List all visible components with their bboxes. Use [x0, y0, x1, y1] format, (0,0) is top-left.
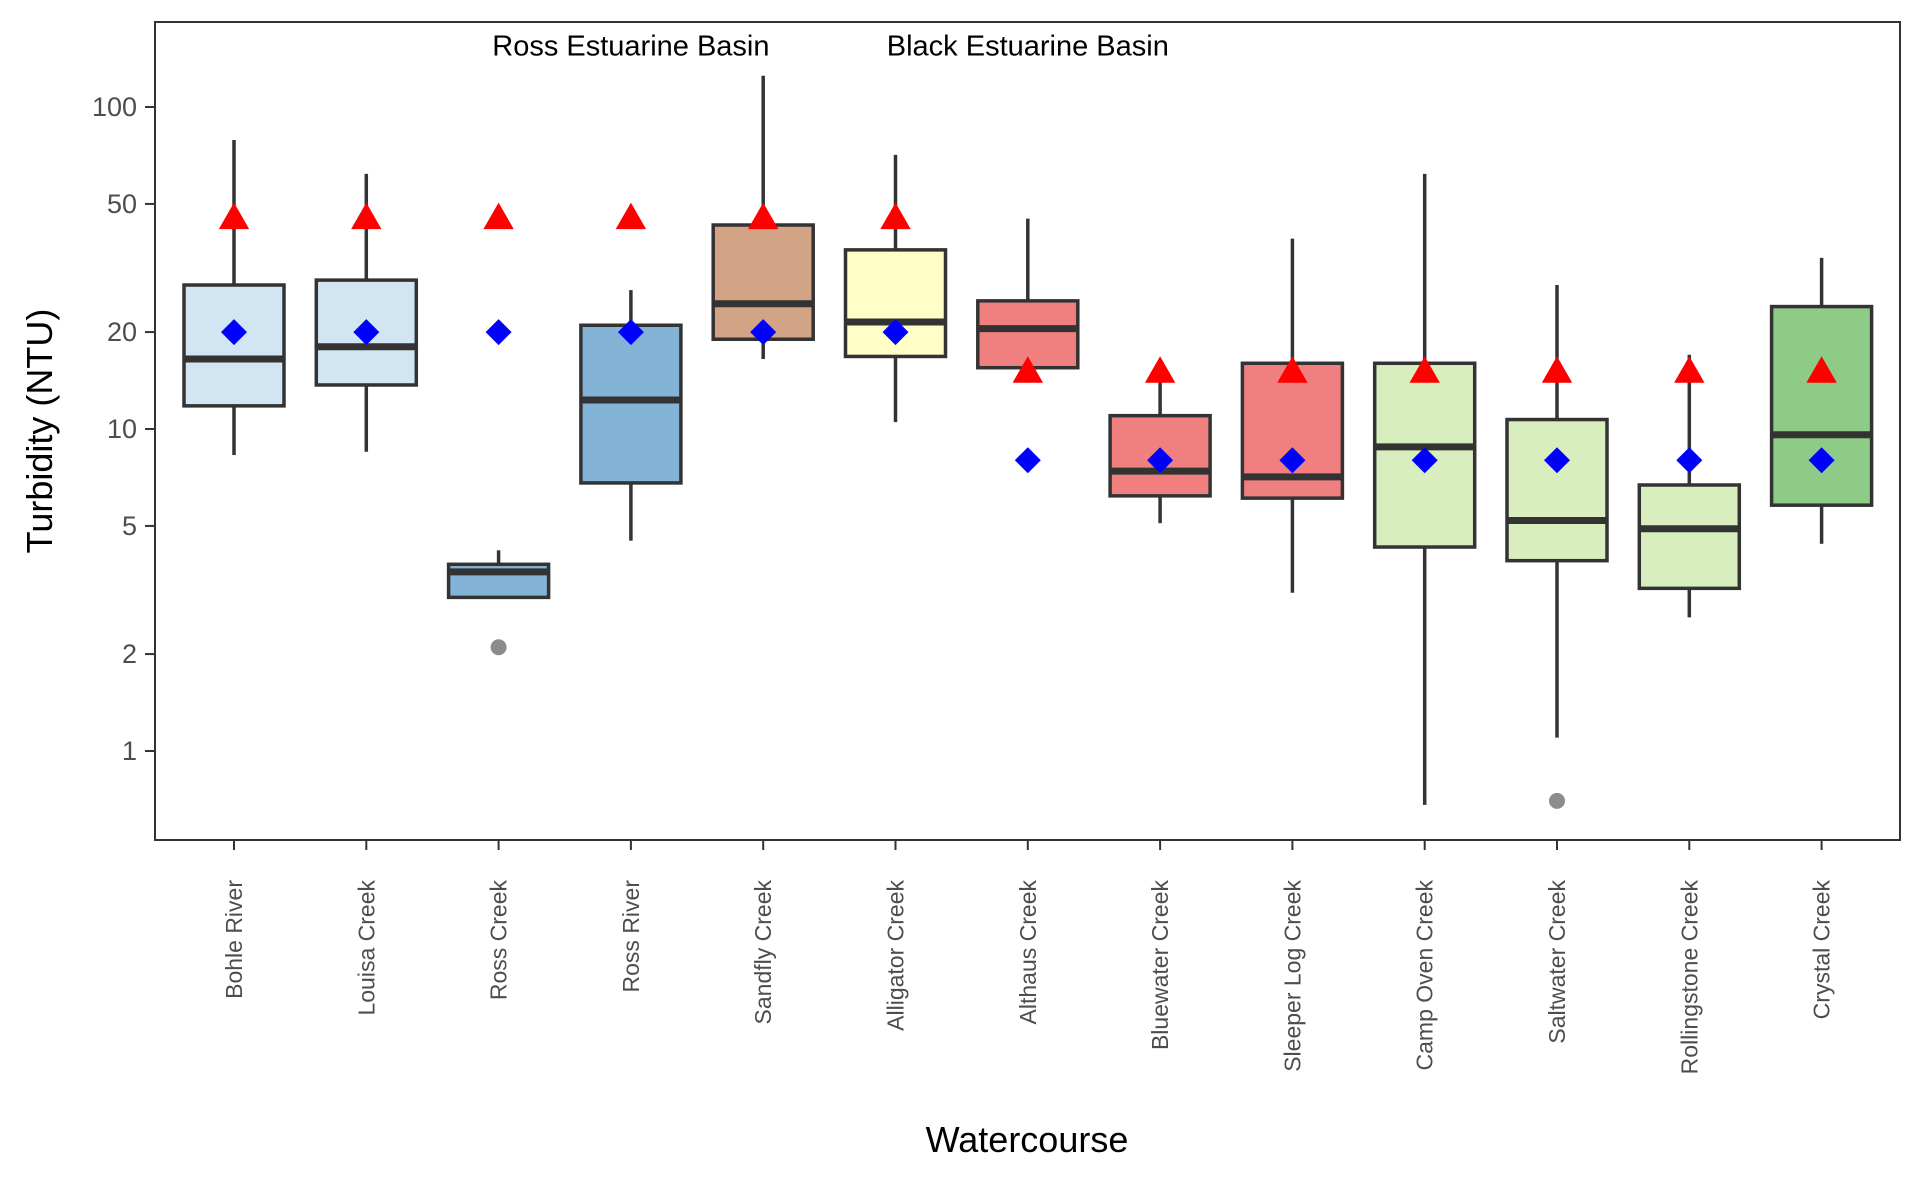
triangle-marker-bohle-river — [218, 202, 250, 230]
x-tick-label-ross-creek: Ross Creek — [486, 880, 512, 1001]
box-bluewater-creek — [1108, 413, 1212, 498]
x-tick-label-alligator-creek: Alligator Creek — [883, 880, 909, 1031]
x-tick-label-sleeper-log-creek: Sleeper Log Creek — [1279, 880, 1305, 1072]
diamond-marker-althaus-creek — [1014, 447, 1041, 474]
y-axis-title: Turbidity (NTU) — [19, 309, 60, 554]
diamond-marker-louisa-creek — [353, 319, 380, 346]
outlier-saltwater-creek-0 — [1549, 792, 1565, 809]
triangle-marker-bluewater-creek — [1144, 356, 1176, 383]
annotation-black-basin: Black Estuarine Basin — [887, 31, 1169, 63]
triangle-marker-althaus-creek — [1012, 356, 1043, 383]
diamond-marker-sandfly-creek — [750, 319, 777, 346]
box-bohle-river — [182, 283, 286, 408]
y-tick-label-20: 20 — [107, 317, 137, 347]
x-tick-label-camp-oven-creek: Camp Oven Creek — [1412, 880, 1438, 1071]
x-tick-label-bohle-river: Bohle River — [221, 880, 247, 999]
triangle-marker-crystal-creek — [1806, 356, 1837, 383]
box-rollingstone-creek — [1637, 483, 1742, 591]
diamond-marker-saltwater-creek — [1544, 447, 1570, 474]
y-tick-label-10: 10 — [107, 414, 137, 444]
x-tick-label-althaus-creek: Althaus Creek — [1015, 880, 1041, 1025]
diamond-marker-alligator-creek — [882, 319, 909, 346]
outlier-ross-creek-0 — [490, 639, 507, 656]
triangle-marker-ross-creek — [483, 202, 514, 230]
diamond-marker-ross-river — [617, 319, 644, 346]
y-tick-label-50: 50 — [107, 189, 137, 219]
x-tick-label-saltwater-creek: Saltwater Creek — [1544, 880, 1570, 1044]
triangle-marker-ross-river — [615, 202, 647, 230]
x-tick-label-sandfly-creek: Sandfly Creek — [750, 880, 776, 1025]
x-tick-label-ross-river: Ross River — [618, 880, 644, 993]
plot-panel — [154, 21, 1901, 841]
triangle-marker-saltwater-creek — [1541, 356, 1573, 383]
diamond-marker-ross-creek — [485, 319, 512, 346]
diamond-marker-rollingstone-creek — [1676, 447, 1703, 474]
y-tick-label-1: 1 — [122, 736, 137, 766]
y-tick-label-100: 100 — [92, 92, 137, 122]
diamond-marker-sleeper-log-creek — [1279, 447, 1306, 474]
x-tick-label-louisa-creek: Louisa Creek — [353, 880, 379, 1016]
triangle-marker-alligator-creek — [880, 202, 911, 230]
x-axis-title: Watercourse — [926, 1119, 1129, 1160]
triangle-marker-camp-oven-creek — [1409, 356, 1440, 383]
triangle-marker-louisa-creek — [351, 202, 382, 230]
x-tick-label-crystal-creek: Crystal Creek — [1809, 880, 1835, 1020]
diamond-marker-bohle-river — [221, 319, 247, 346]
triangle-marker-sandfly-creek — [748, 202, 779, 230]
diamond-marker-bluewater-creek — [1147, 447, 1174, 474]
box-crystal-creek — [1769, 304, 1874, 507]
box-ross-river — [579, 323, 683, 485]
box-saltwater-creek — [1505, 417, 1609, 563]
x-tick-label-bluewater-creek: Bluewater Creek — [1147, 880, 1173, 1051]
annotation-ross-basin: Ross Estuarine Basin — [492, 31, 769, 63]
y-tick-label-5: 5 — [122, 511, 137, 541]
triangle-marker-sleeper-log-creek — [1277, 356, 1308, 383]
triangle-marker-rollingstone-creek — [1674, 356, 1705, 383]
diamond-marker-crystal-creek — [1808, 447, 1835, 474]
x-tick-label-rollingstone-creek: Rollingstone Creek — [1676, 880, 1702, 1075]
diamond-marker-camp-oven-creek — [1411, 447, 1438, 474]
y-tick-label-2: 2 — [122, 639, 137, 669]
